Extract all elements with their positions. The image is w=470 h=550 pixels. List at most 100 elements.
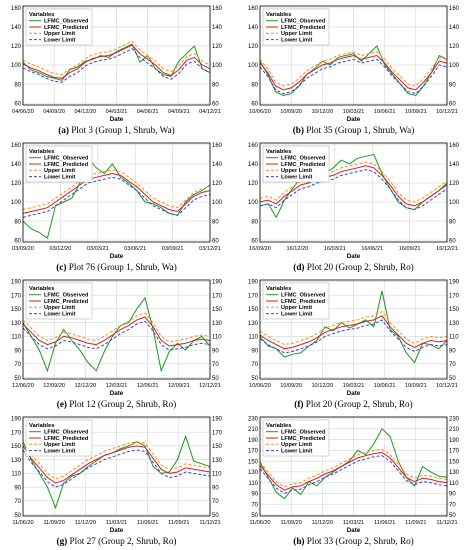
- chart-panel-3: 60 60 80 80 100 100 120 120 140 140 160 160 03/09/20…: [11, 142, 223, 272]
- x-tick-label: 11/06/21: [374, 520, 395, 526]
- y-tick-label-left: 190: [248, 438, 259, 444]
- x-tick-label: 11/12/20: [312, 520, 333, 526]
- y-tick-label-left: 80: [251, 82, 258, 88]
- x-tick-label: 03/06/21: [124, 246, 146, 252]
- y-tick-label-right: 150: [449, 459, 460, 465]
- y-tick-label-right: 190: [212, 280, 223, 286]
- series-line-lfmc-observed: [22, 43, 211, 81]
- y-tick-label-right: 50: [212, 513, 219, 519]
- plot-frame: [22, 279, 211, 380]
- panel-caption-text: Plot 12 (Group 2, Shrub, Ro): [67, 399, 176, 409]
- panel-caption-text: Plot 20 (Group 2, Shrub, Ro): [303, 399, 412, 409]
- y-tick-label-left: 50: [251, 513, 258, 519]
- x-tick-label: 12/12/21: [199, 383, 221, 389]
- y-tick-label-right: 50: [212, 376, 219, 382]
- panel-caption: (e) Plot 12 (Group 2, Shrub, Ro): [57, 399, 176, 409]
- y-tick-label-left: 170: [248, 449, 259, 455]
- x-tick-label: 16/09/21: [399, 246, 421, 252]
- chart-panel-4: 60 60 80 80 100 100 120 120 140 140 160 160 16/09/20…: [248, 142, 460, 272]
- legend-title: Variables: [266, 423, 291, 429]
- panel-caption: (a) Plot 3 (Group 1, Shrub, Wa): [58, 125, 174, 135]
- legend-entry: LFMC_Observed: [44, 156, 89, 162]
- panel-letter: (d): [293, 262, 304, 272]
- y-tick-label-right: 120: [212, 181, 223, 187]
- legend-entry: Lower Limit: [281, 37, 313, 43]
- y-tick-label-right: 160: [449, 143, 460, 149]
- y-tick-label-left: 100: [11, 200, 22, 206]
- y-tick-label-right: 70: [212, 499, 219, 505]
- x-tick-label: 11/03/21: [343, 520, 364, 526]
- x-tick-label: 12/09/20: [43, 383, 65, 389]
- legend-entry: Lower Limit: [44, 37, 76, 43]
- y-tick-label-right: 90: [212, 348, 219, 354]
- y-tick-label-left: 230: [248, 416, 259, 422]
- y-tick-label-right: 190: [212, 417, 223, 423]
- y-tick-label-right: 100: [449, 63, 460, 69]
- x-tick-label: 10/06/21: [374, 109, 396, 115]
- legend-entry: Upper Limit: [44, 305, 75, 311]
- y-tick-label-right: 110: [212, 472, 222, 478]
- y-tick-label-left: 50: [14, 376, 21, 382]
- series-line-lfmc-predicted: [22, 172, 211, 214]
- x-axis-label: Date: [110, 116, 124, 123]
- legend-entry: LFMC_Observed: [281, 293, 326, 299]
- y-tick-label-right: 110: [449, 481, 459, 487]
- y-tick-label-right: 70: [449, 502, 456, 508]
- series-line-lfmc-predicted: [22, 316, 211, 347]
- legend-entry: Upper Limit: [281, 31, 312, 37]
- y-tick-label-right: 170: [212, 293, 223, 299]
- x-tick-label: 10/03/21: [343, 109, 365, 115]
- y-tick-label-left: 150: [11, 444, 22, 450]
- x-tick-label: 04/03/21: [106, 109, 128, 115]
- series-line-lower-limit: [259, 319, 448, 354]
- y-tick-label-left: 150: [248, 307, 259, 313]
- y-tick-label-left: 150: [248, 459, 259, 465]
- y-tick-label-left: 90: [251, 492, 258, 498]
- legend-entry: LFMC_Observed: [44, 19, 89, 25]
- y-tick-label-right: 150: [212, 307, 223, 313]
- panel-caption-text: Plot 33 (Group 2, Shrub, Ro): [305, 536, 414, 546]
- legend-entry: LFMC_Predicted: [281, 25, 326, 31]
- legend-entry: LFMC_Predicted: [44, 25, 89, 31]
- x-axis-label: Date: [110, 527, 124, 534]
- y-tick-label-left: 90: [251, 348, 258, 354]
- y-tick-label-left: 120: [248, 44, 259, 50]
- chart-panel-6: 50 50 70 70 90 90 110 110 130 130 150 150 170 170 190 1…: [248, 280, 460, 409]
- y-tick-label-right: 170: [449, 449, 460, 455]
- panel-caption-text: Plot 3 (Group 1, Shrub, Wa): [69, 125, 175, 135]
- y-tick-label-left: 190: [248, 280, 259, 286]
- y-tick-label-right: 90: [449, 348, 456, 354]
- y-tick-label-right: 70: [449, 362, 456, 368]
- series-line-upper-limit: [259, 161, 448, 203]
- y-tick-label-left: 110: [248, 335, 258, 341]
- panel-letter: (f): [294, 399, 303, 409]
- y-tick-label-left: 80: [251, 219, 258, 225]
- y-tick-label-left: 140: [248, 25, 259, 31]
- x-tick-label: 04/06/21: [137, 109, 159, 115]
- panel-caption: (g) Plot 27 (Group 2, Shrub, Ro): [57, 536, 177, 546]
- x-tick-label: 10/12/20: [311, 109, 333, 115]
- series-line-upper-limit: [22, 40, 211, 76]
- x-tick-label: 12/06/21: [137, 383, 159, 389]
- legend-entry: LFMC_Predicted: [281, 162, 326, 168]
- panel-letter: (c): [56, 262, 66, 272]
- x-tick-label: 10/12/21: [436, 383, 458, 389]
- series-line-lfmc-observed: [22, 157, 211, 240]
- y-tick-label-left: 170: [11, 293, 22, 299]
- y-tick-label-right: 80: [449, 82, 456, 88]
- legend-entry: LFMC_Observed: [44, 430, 89, 436]
- series-line-lfmc-predicted: [259, 451, 448, 491]
- y-tick-label-right: 110: [449, 335, 459, 341]
- series-line-upper-limit: [259, 448, 448, 488]
- y-tick-label-right: 80: [449, 219, 456, 225]
- legend-entry: Upper Limit: [44, 168, 75, 174]
- x-axis-label: Date: [110, 390, 124, 397]
- legend-entry: Upper Limit: [44, 442, 75, 448]
- y-tick-label-right: 80: [212, 82, 219, 88]
- legend-entry: LFMC_Predicted: [281, 436, 326, 442]
- x-tick-label: 12/09/21: [168, 383, 190, 389]
- y-tick-label-left: 160: [11, 6, 22, 12]
- y-tick-label-left: 160: [248, 6, 259, 12]
- series-line-lower-limit: [22, 48, 211, 83]
